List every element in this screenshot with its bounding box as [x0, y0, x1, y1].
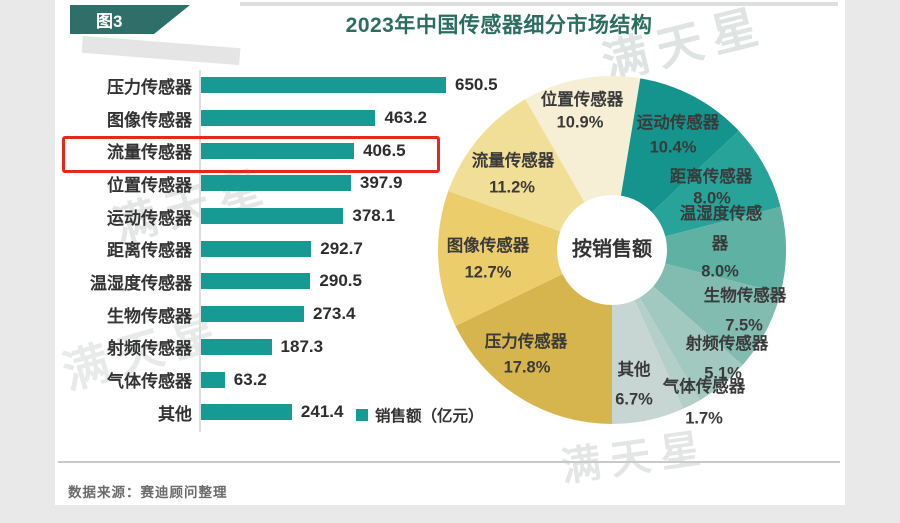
bar-category-label: 其他 [158, 404, 192, 424]
bar-chart: 压力传感器 650.5 图像传感器 463.2 流量传感器 406.5 位置传感器 397.9… [62, 69, 532, 429]
bar [201, 338, 272, 355]
pie-slice-percentage: 6.7% [615, 390, 653, 409]
bar-value-label: 378.1 [352, 206, 395, 226]
pie-slice-2 [438, 191, 612, 327]
bar-row: 图像传感器 463.2 [62, 102, 532, 135]
figure-number-label: 图3 [96, 12, 123, 31]
pie-slice-percentage: 10.9% [556, 113, 604, 132]
pie-slice-percentage: 12.7% [464, 263, 512, 282]
bar [201, 175, 351, 192]
footer-divider-line [58, 461, 840, 463]
bar-row: 其他 241.4 [62, 396, 532, 429]
highlight-annotation-box [62, 136, 440, 173]
bar-row: 生物传感器 273.4 [62, 298, 532, 331]
pie-slice-percentage: 10.4% [649, 138, 697, 157]
pie-slice-percentage: 5.1% [704, 364, 742, 383]
bar [201, 240, 312, 257]
data-source-note: 数据来源：赛迪顾问整理 [68, 485, 228, 500]
bar-row: 温湿度传感器 290.5 [62, 265, 532, 298]
bar-row: 气体传感器 63.2 [62, 363, 532, 396]
bar-axis-line [199, 70, 201, 432]
banner-shadow [81, 35, 241, 66]
pie-slice-label: 压力传感器 [484, 333, 568, 351]
bar-category-label: 射频传感器 [107, 339, 192, 359]
bar-row: 运动传感器 378.1 [62, 200, 532, 233]
bar-value-label: 650.5 [455, 75, 498, 95]
bar-category-label: 生物传感器 [107, 306, 192, 326]
pie-slice-label: 位置传感器 [540, 91, 624, 109]
bar-category-label: 气体传感器 [107, 372, 192, 392]
legend-label: 销售额（亿元） [375, 408, 484, 425]
bar-value-label: 397.9 [359, 173, 403, 193]
page-title: 2023年中国传感器细分市场结构 [345, 14, 653, 37]
pie-slice-label: 距离传感器 [669, 168, 753, 186]
bar-category-label: 运动传感器 [107, 208, 192, 228]
pie-slice-3 [448, 99, 612, 250]
bar-category-label: 图像传感器 [107, 110, 192, 130]
bar-category-label: 流量传感器 [107, 143, 192, 163]
bar-chart-legend: 销售额（亿元） [356, 404, 484, 426]
pie-slice-label: 其他 [617, 361, 651, 379]
bar [201, 273, 311, 290]
bar [201, 208, 344, 225]
bar-value-label: 273.4 [312, 304, 356, 324]
pie-slice-label: 流量传感器 [471, 152, 555, 170]
page-margin-left [0, 0, 55, 523]
pie-slice-label: 温湿度传感 [679, 205, 763, 223]
pie-slice-percentage: 11.2% [489, 178, 535, 197]
pie-slice-percentage: 17.8% [503, 358, 551, 377]
legend-swatch [356, 409, 368, 421]
bar-category-label: 压力传感器 [107, 77, 192, 97]
bar-row: 距离传感器 292.7 [62, 232, 532, 265]
top-divider-line [240, 2, 838, 6]
pie-slice-percentage: 1.7% [685, 409, 723, 428]
bar-row: 压力传感器 650.5 [62, 69, 532, 102]
bar-value-label: 187.3 [280, 336, 324, 356]
pie-slice-percentage: 7.5% [725, 316, 763, 335]
bar [201, 110, 376, 127]
page-margin-right [845, 0, 900, 523]
bar-category-label: 位置传感器 [107, 175, 192, 195]
bar [201, 404, 292, 421]
pie-slice-label: 运动传感器 [636, 114, 720, 132]
donut-hole [557, 195, 667, 305]
bar-value-label: 292.7 [320, 238, 363, 258]
pie-slice-label: 气体传感器 [662, 378, 746, 396]
pie-slice-label: 图像传感器 [446, 237, 530, 255]
pie-slice-percentage: 8.0% [693, 189, 731, 208]
bar-value-label: 463.2 [384, 108, 427, 128]
pie-slice-label: 射频传感器 [685, 335, 769, 353]
bar [201, 306, 304, 323]
bar-row: 位置传感器 397.9 [62, 167, 532, 200]
bar-category-label: 温湿度传感器 [90, 273, 192, 293]
page-margin-bottom [0, 505, 900, 523]
bar [201, 77, 446, 94]
pie-slice-label: 器 [711, 235, 729, 253]
bar-category-label: 距离传感器 [107, 241, 192, 261]
bar-row: 流量传感器 406.5 [62, 134, 532, 167]
donut-chart [438, 76, 786, 424]
pie-slice-1 [455, 250, 612, 424]
pie-slice-percentage: 8.0% [701, 262, 739, 281]
donut-center-label: 按销售额 [572, 238, 652, 261]
bar-value-label: 406.5 [363, 140, 406, 160]
bar [201, 142, 355, 159]
bar-row: 射频传感器 187.3 [62, 331, 532, 364]
pie-slice-7 [612, 206, 786, 294]
pie-slice-label: 生物传感器 [703, 287, 787, 305]
figure-number-banner: 图3 [70, 5, 190, 34]
bar-value-label: 63.2 [233, 369, 267, 389]
bar [201, 371, 225, 388]
bar-value-label: 241.4 [300, 402, 344, 422]
bar-value-label: 290.5 [319, 271, 362, 291]
